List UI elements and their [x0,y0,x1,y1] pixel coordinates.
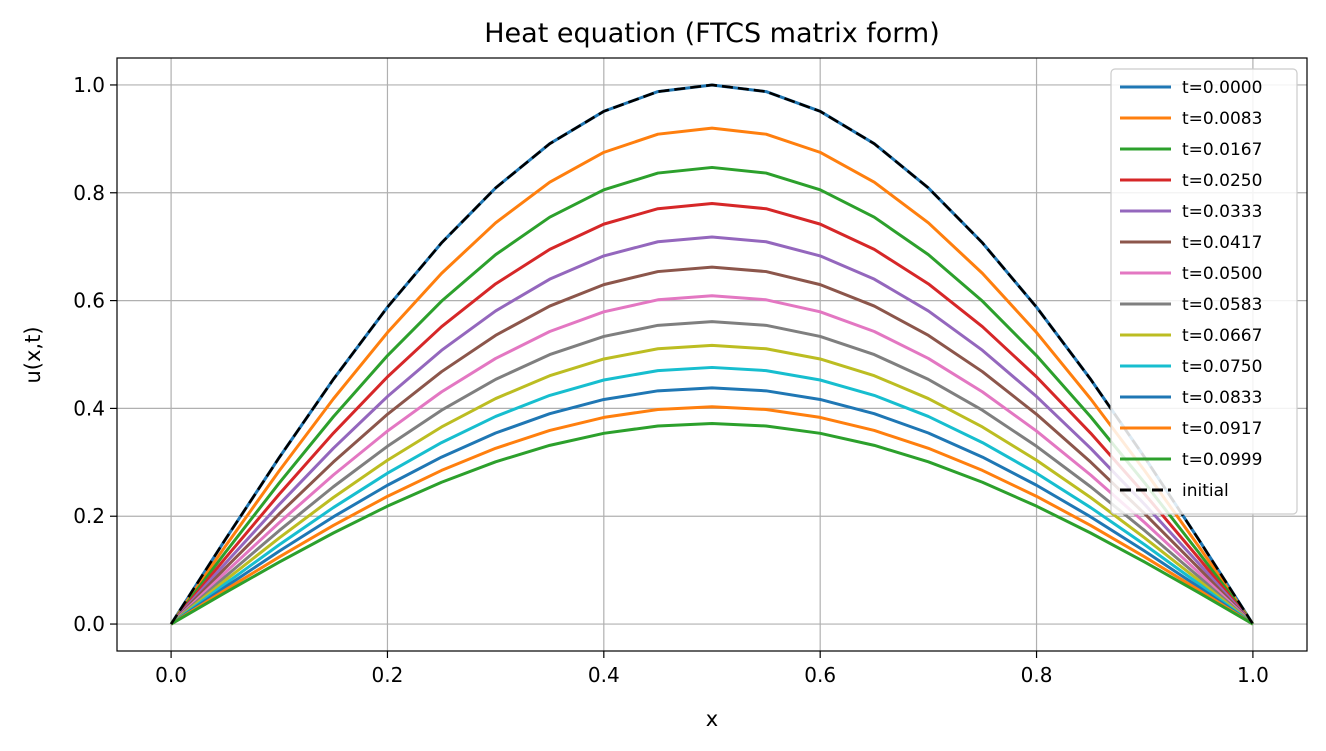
legend: t=0.0000 t=0.0083 t=0.0167 t=0.0250 t=0.0333… [1110,68,1298,515]
y-tick-label: 0.6 [73,289,105,313]
legend-entry: initial [1182,481,1229,501]
x-tick-label: 0.8 [1021,663,1053,687]
legend-entry: t=0.0917 [1182,419,1262,439]
legend-entry: t=0.0333 [1182,202,1262,222]
legend-entry: t=0.0167 [1182,140,1262,160]
x-tick-label: 0.6 [804,663,836,687]
chart-title: Heat equation (FTCS matrix form) [484,18,940,49]
series-line [170,343,1254,626]
legend-entry: t=0.0500 [1182,264,1262,284]
y-tick-label: 0.2 [73,504,105,528]
legend-entry: t=0.0667 [1182,326,1262,346]
grid [117,58,1307,651]
axis-ticks: 0.0 0.2 0.4 0.6 0.8 1.0 0.0 0.2 0.4 0.6 0.8 1.0 [73,73,1269,687]
legend-entry: t=0.0083 [1182,109,1262,129]
series-line [170,320,1254,626]
legend-entry: t=0.0750 [1182,357,1262,377]
legend-entry: t=0.0000 [1182,78,1262,98]
series-line [170,405,1254,626]
y-tick-label: 0.8 [73,181,105,205]
legend-entry: t=0.0583 [1182,295,1262,315]
legend-entry: t=0.0833 [1182,388,1262,408]
x-tick-label: 0.0 [155,663,187,687]
y-tick-label: 0.0 [73,612,105,636]
y-tick-label: 1.0 [73,73,105,97]
x-tick-label: 0.4 [588,663,620,687]
series-line [169,165,1255,625]
series-line [170,386,1254,626]
legend-entry: t=0.0250 [1182,171,1262,191]
x-tick-label: 0.2 [372,663,404,687]
series-line [169,126,1255,625]
series-line [170,365,1254,626]
series-line [169,235,1255,626]
x-tick-label: 1.0 [1237,663,1269,687]
series-line [170,294,1254,626]
x-axis-label: x [706,707,718,731]
series-line [169,83,1255,625]
legend-entry: t=0.0999 [1182,450,1262,470]
plot-frame [116,57,1308,652]
series-line [169,202,1255,626]
legend-box [1110,68,1298,515]
series-lines [169,83,1255,626]
y-tick-label: 0.4 [73,396,105,420]
series-line [170,422,1254,626]
legend-entry: t=0.0417 [1182,233,1262,253]
y-axis-label: u(x,t) [21,326,45,383]
series-line [170,265,1254,626]
